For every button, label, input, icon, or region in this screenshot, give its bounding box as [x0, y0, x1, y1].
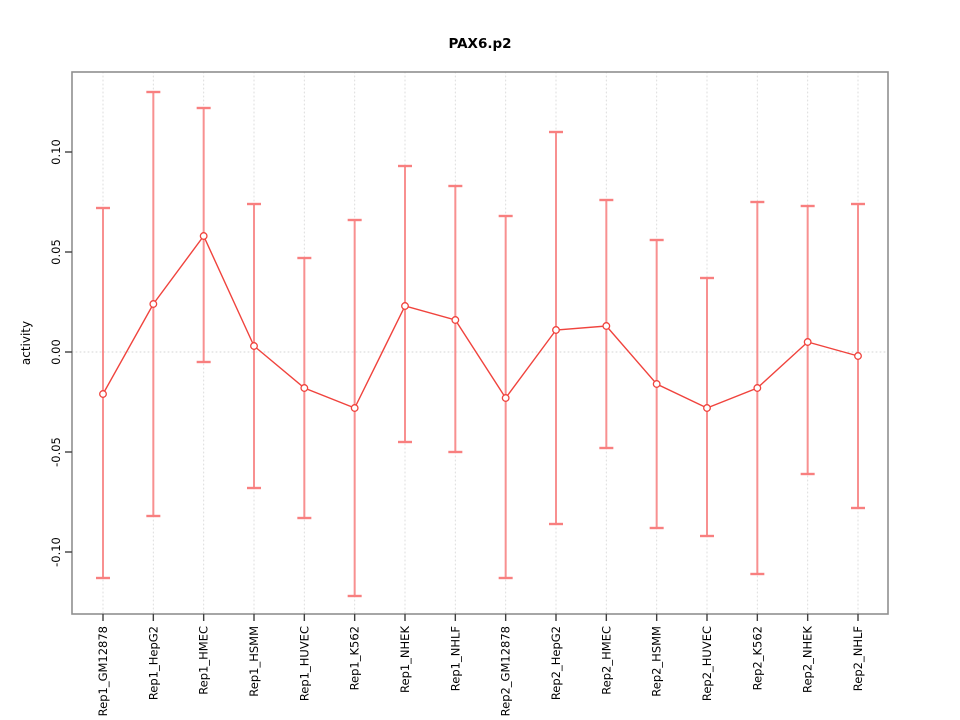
data-point-marker — [854, 352, 862, 360]
y-tick-label: -0.05 — [49, 437, 63, 467]
data-point-marker — [552, 326, 560, 334]
y-tick-label: 0.00 — [49, 339, 63, 365]
x-tick-label: Rep1_K562 — [348, 626, 362, 690]
x-tick-label: Rep2_HUVEC — [700, 626, 714, 701]
x-tick-label: Rep1_HepG2 — [146, 626, 160, 700]
data-point-marker — [250, 342, 258, 350]
data-point-marker — [602, 322, 611, 330]
x-tick-label: Rep1_HMEC — [197, 626, 211, 695]
y-tick-label: -0.10 — [49, 537, 63, 567]
x-tick-label: Rep1_HUVEC — [297, 626, 311, 701]
x-tick-label: Rep2_NHLF — [851, 626, 865, 691]
data-point-marker — [350, 404, 359, 412]
y-tick-label: 0.10 — [49, 139, 63, 165]
x-tick-label: Rep2_GM12878 — [499, 626, 513, 716]
x-tick-label: Rep2_HepG2 — [549, 626, 563, 700]
data-point-marker — [703, 404, 711, 412]
data-point-marker — [99, 390, 107, 398]
data-point-marker — [803, 338, 812, 346]
x-tick-label: Rep1_HSMM — [247, 626, 261, 697]
x-tick-label: Rep1_NHLF — [448, 626, 462, 691]
y-tick-label: 0.05 — [49, 239, 63, 265]
data-point-marker — [451, 316, 460, 324]
x-tick-label: Rep2_K562 — [750, 626, 764, 690]
data-point-marker — [501, 394, 510, 402]
data-point-marker — [199, 232, 208, 240]
chart-title: PAX6.p2 — [448, 36, 512, 52]
series-line — [102, 234, 859, 409]
x-tick-label: Rep2_NHEK — [801, 626, 815, 693]
x-tick-label: Rep1_GM12878 — [96, 626, 110, 716]
x-tick-label: Rep2_HMEC — [599, 626, 613, 695]
x-tick-label: Rep1_NHEK — [398, 626, 412, 693]
data-point-marker — [401, 302, 409, 310]
x-tick-label: Rep2_HSMM — [650, 626, 664, 697]
data-point-marker — [652, 380, 661, 388]
data-point-marker — [300, 384, 309, 392]
data-point-marker — [753, 384, 762, 392]
plot-border — [71, 71, 889, 615]
data-point-marker — [149, 300, 158, 308]
